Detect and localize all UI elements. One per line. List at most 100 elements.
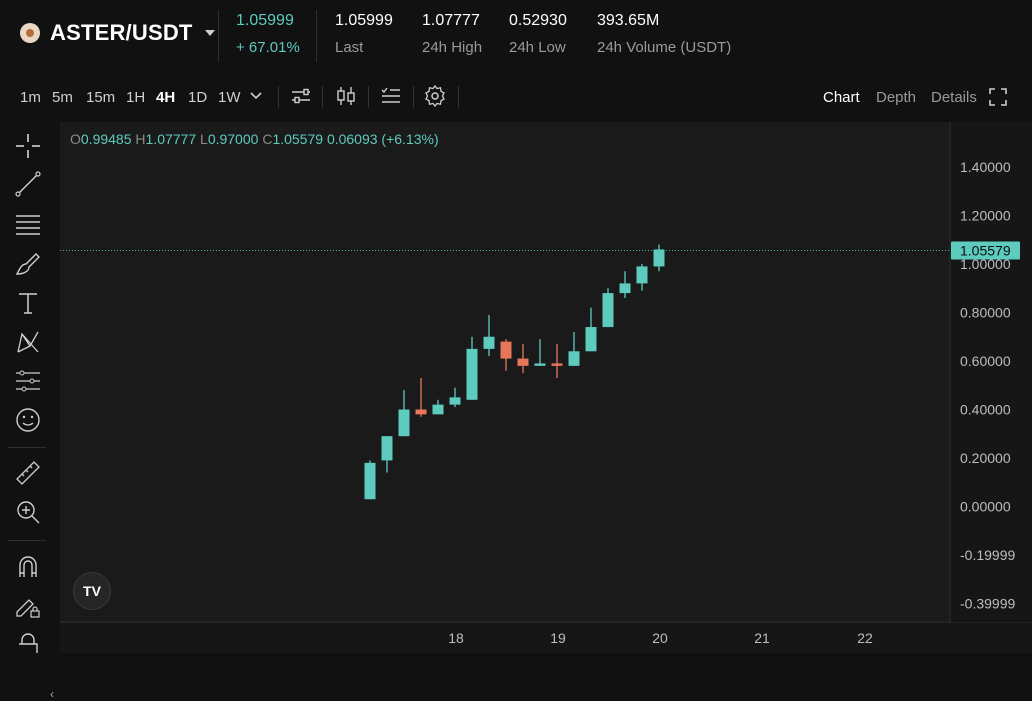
- brush-icon[interactable]: [14, 250, 42, 278]
- indicator-settings-icon[interactable]: [290, 85, 312, 107]
- x-tick-label: 19: [550, 630, 566, 646]
- pair-name: ASTER/USDT: [50, 20, 193, 45]
- candle-up: [381, 436, 393, 461]
- collapse-toolbar-icon[interactable]: ‹: [50, 687, 54, 701]
- lock-icon[interactable]: [14, 632, 42, 653]
- y-tick-label: 0.20000: [960, 450, 1011, 466]
- candle-up: [585, 327, 597, 352]
- chevron-down-icon[interactable]: [248, 87, 264, 103]
- stat-24h-volume: 393.65M 24h Volume (USDT): [597, 12, 731, 56]
- ohlc-high: 1.07777: [145, 131, 197, 147]
- ohlc-l-label: L: [200, 131, 208, 147]
- stat-label: 24h Volume (USDT): [597, 39, 732, 56]
- candle-up: [364, 462, 376, 500]
- divider: [368, 86, 369, 108]
- candle-up: [449, 397, 461, 405]
- trend-line-icon[interactable]: [14, 170, 42, 198]
- divider: [8, 540, 46, 541]
- candlestick-chart[interactable]: 1.40000 1.20000 1.00000 0.80000 0.60000 0.400…: [60, 122, 1032, 653]
- divider: [278, 86, 279, 108]
- price-block: 1.05999 + 67.01%: [236, 12, 300, 56]
- candle-up: [568, 351, 580, 366]
- ohlc-low: 0.97000: [207, 131, 259, 147]
- candle-up: [619, 283, 631, 294]
- current-price: 1.05999: [236, 12, 294, 29]
- ohlc-close: 1.05579: [272, 131, 324, 147]
- candlestick-type-icon[interactable]: [335, 85, 357, 107]
- pattern-tool-icon[interactable]: [14, 328, 42, 356]
- magnet-icon[interactable]: [14, 553, 42, 581]
- divider: [316, 10, 317, 62]
- ohlc-c-label: C: [262, 131, 273, 147]
- candle-down: [500, 341, 512, 359]
- ohlc-h-label: H: [135, 131, 146, 147]
- candle-down: [415, 409, 427, 415]
- chevron-down-icon: [204, 30, 215, 36]
- stat-24h-high: 1.07777 24h High: [422, 12, 482, 56]
- stat-value: 393.65M: [597, 12, 660, 29]
- timeframe-15m[interactable]: 15m: [86, 89, 116, 106]
- candle-down: [551, 363, 563, 366]
- zoom-in-icon[interactable]: [14, 498, 42, 526]
- candle-up: [483, 336, 495, 349]
- stat-value: 1.05999: [335, 12, 393, 29]
- timeframe-1m[interactable]: 1m: [20, 89, 41, 106]
- y-tick-label: 0.00000: [960, 499, 1011, 515]
- timeframe-1d[interactable]: 1D: [188, 89, 208, 106]
- tradingview-logo[interactable]: TV: [73, 572, 111, 610]
- price-axis-panel: [951, 122, 1032, 622]
- x-tick-label: 18: [448, 630, 464, 646]
- x-tick-label: 22: [857, 630, 873, 646]
- current-price-label: 1.05579: [960, 242, 1011, 258]
- ohlc-o-label: O: [70, 131, 81, 147]
- pair-selector[interactable]: ASTER/USDT: [20, 20, 215, 46]
- y-tick-label: -0.39999: [960, 596, 1015, 612]
- candle-up: [653, 249, 665, 267]
- crosshair-icon[interactable]: [14, 132, 42, 160]
- drawing-toolbar: ‹: [0, 122, 58, 701]
- ruler-icon[interactable]: [14, 459, 42, 487]
- prediction-tool-icon[interactable]: [14, 367, 42, 395]
- candle-up: [398, 409, 410, 437]
- divider: [458, 86, 459, 108]
- y-tick-label: 1.40000: [960, 159, 1011, 175]
- fib-retracement-icon[interactable]: [14, 210, 42, 238]
- candle-up: [432, 404, 444, 415]
- y-tick-label: -0.19999: [960, 547, 1015, 563]
- candle-up: [466, 348, 478, 400]
- tab-chart[interactable]: Chart: [823, 89, 860, 106]
- y-tick-label: 0.80000: [960, 305, 1011, 321]
- tab-details[interactable]: Details: [931, 89, 977, 106]
- chart-area[interactable]: 1.40000 1.20000 1.00000 0.80000 0.60000 0.400…: [60, 122, 1032, 653]
- emoji-icon[interactable]: [14, 406, 42, 434]
- lock-drawing-icon[interactable]: [14, 592, 42, 620]
- tab-depth[interactable]: Depth: [876, 89, 917, 106]
- divider: [218, 10, 219, 62]
- stat-last: 1.05999 Last: [335, 12, 393, 56]
- timeframe-4h[interactable]: 4H: [156, 89, 176, 106]
- text-tool-icon[interactable]: [14, 289, 42, 317]
- y-tick-label: 0.40000: [960, 402, 1011, 418]
- candle-up: [534, 363, 546, 366]
- timeframe-5m[interactable]: 5m: [52, 89, 73, 106]
- y-tick-label: 0.60000: [960, 353, 1011, 369]
- y-tick-label: 1.20000: [960, 208, 1011, 224]
- aster-logo-icon: [20, 23, 40, 43]
- timeframe-1w[interactable]: 1W: [218, 89, 241, 106]
- ticker-header: ASTER/USDT 1.05999 + 67.01% 1.05999 Last…: [0, 0, 1032, 73]
- timeframe-1h[interactable]: 1H: [126, 89, 146, 106]
- stat-value: 1.07777: [422, 12, 480, 29]
- x-tick-label: 20: [652, 630, 668, 646]
- stat-value: 0.52930: [509, 12, 567, 29]
- current-price-tag: [951, 241, 1020, 260]
- ohlc-change: 0.06093 (+6.13%): [326, 131, 439, 147]
- divider: [322, 86, 323, 108]
- fullscreen-icon[interactable]: [989, 88, 1007, 106]
- stat-label: Last: [335, 39, 364, 56]
- gear-icon[interactable]: [424, 85, 446, 107]
- divider: [413, 86, 414, 108]
- candle-up: [636, 266, 648, 284]
- stat-label: 24h High: [422, 39, 483, 56]
- stat-label: 24h Low: [509, 39, 566, 56]
- indicators-list-icon[interactable]: [380, 85, 402, 107]
